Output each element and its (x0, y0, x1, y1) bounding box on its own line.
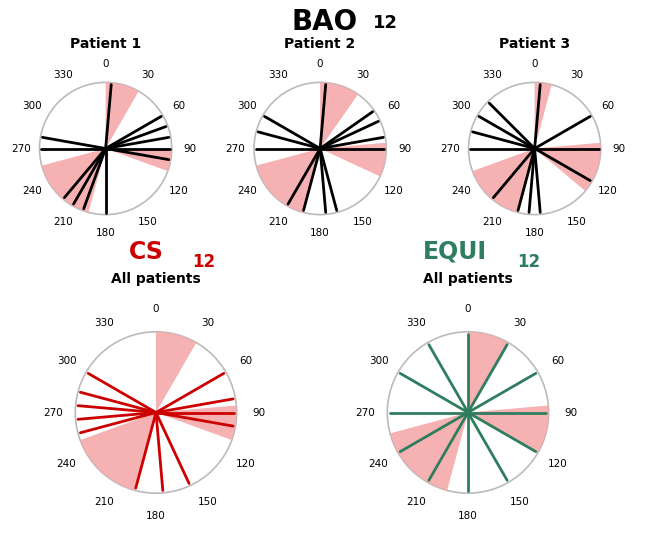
Text: CS: CS (129, 240, 164, 264)
Wedge shape (534, 143, 601, 191)
Text: 12: 12 (372, 14, 397, 32)
Text: 240: 240 (23, 186, 42, 196)
Wedge shape (390, 412, 468, 491)
Text: 0: 0 (103, 59, 109, 69)
Wedge shape (468, 332, 508, 412)
Text: 270: 270 (11, 144, 31, 153)
Text: 0: 0 (317, 59, 323, 69)
Text: 180: 180 (96, 228, 116, 238)
Text: 0: 0 (153, 304, 159, 314)
Wedge shape (256, 148, 320, 212)
Wedge shape (468, 405, 549, 453)
Text: 240: 240 (452, 186, 471, 196)
Text: 270: 270 (355, 408, 374, 417)
Wedge shape (534, 82, 552, 148)
Text: 300: 300 (369, 356, 388, 366)
Text: 330: 330 (268, 70, 288, 80)
Wedge shape (320, 143, 386, 177)
Text: BAO: BAO (292, 8, 358, 36)
Text: 270: 270 (226, 144, 245, 153)
Title: Patient 2: Patient 2 (285, 37, 356, 52)
Text: 180: 180 (310, 228, 330, 238)
Text: 0: 0 (532, 59, 538, 69)
Text: 90: 90 (613, 144, 626, 153)
Text: 300: 300 (452, 101, 471, 111)
Text: 210: 210 (482, 217, 502, 227)
Wedge shape (80, 412, 156, 491)
Text: 180: 180 (525, 228, 545, 238)
Text: 120: 120 (235, 459, 255, 469)
Text: 120: 120 (598, 186, 618, 196)
Text: 150: 150 (138, 217, 158, 227)
Text: 90: 90 (565, 408, 578, 417)
Title: Patient 3: Patient 3 (499, 37, 570, 52)
Text: 210: 210 (268, 217, 288, 227)
Text: 30: 30 (571, 70, 584, 80)
Text: 0: 0 (465, 304, 471, 314)
Text: 210: 210 (94, 497, 114, 507)
Text: 270: 270 (440, 144, 460, 153)
Text: 90: 90 (253, 408, 266, 417)
Text: 150: 150 (352, 217, 372, 227)
Wedge shape (42, 148, 105, 212)
Text: 330: 330 (94, 318, 114, 328)
Text: 210: 210 (53, 217, 73, 227)
Text: 240: 240 (369, 459, 389, 469)
Wedge shape (156, 405, 237, 440)
Text: All patients: All patients (423, 272, 513, 286)
Text: 330: 330 (53, 70, 73, 80)
Text: 60: 60 (239, 356, 252, 366)
Text: 240: 240 (237, 186, 257, 196)
Text: 30: 30 (201, 318, 214, 328)
Text: 330: 330 (482, 70, 502, 80)
Text: 240: 240 (57, 459, 77, 469)
Text: 90: 90 (184, 144, 197, 153)
Text: 60: 60 (172, 101, 185, 111)
Text: 60: 60 (551, 356, 564, 366)
Text: 60: 60 (601, 101, 614, 111)
Text: 150: 150 (567, 217, 587, 227)
Text: 60: 60 (387, 101, 400, 111)
Text: 300: 300 (237, 101, 257, 111)
Text: 300: 300 (23, 101, 42, 111)
Text: 300: 300 (57, 356, 76, 366)
Text: 120: 120 (384, 186, 403, 196)
Wedge shape (320, 82, 358, 148)
Text: EQUI: EQUI (423, 240, 487, 264)
Text: 90: 90 (398, 144, 411, 153)
Text: 120: 120 (547, 459, 567, 469)
Text: 180: 180 (146, 511, 166, 521)
Wedge shape (105, 82, 138, 148)
Wedge shape (473, 148, 534, 212)
Text: 30: 30 (356, 70, 369, 80)
Wedge shape (156, 332, 196, 412)
Text: 12: 12 (192, 252, 215, 271)
Text: 210: 210 (406, 497, 426, 507)
Wedge shape (105, 148, 172, 171)
Text: 180: 180 (458, 511, 478, 521)
Text: 30: 30 (142, 70, 155, 80)
Text: 150: 150 (198, 497, 218, 507)
Text: 30: 30 (513, 318, 526, 328)
Text: 270: 270 (43, 408, 62, 417)
Text: 330: 330 (406, 318, 426, 328)
Text: All patients: All patients (111, 272, 201, 286)
Title: Patient 1: Patient 1 (70, 37, 141, 52)
Text: 150: 150 (510, 497, 530, 507)
Text: 120: 120 (169, 186, 188, 196)
Text: 12: 12 (517, 252, 540, 271)
